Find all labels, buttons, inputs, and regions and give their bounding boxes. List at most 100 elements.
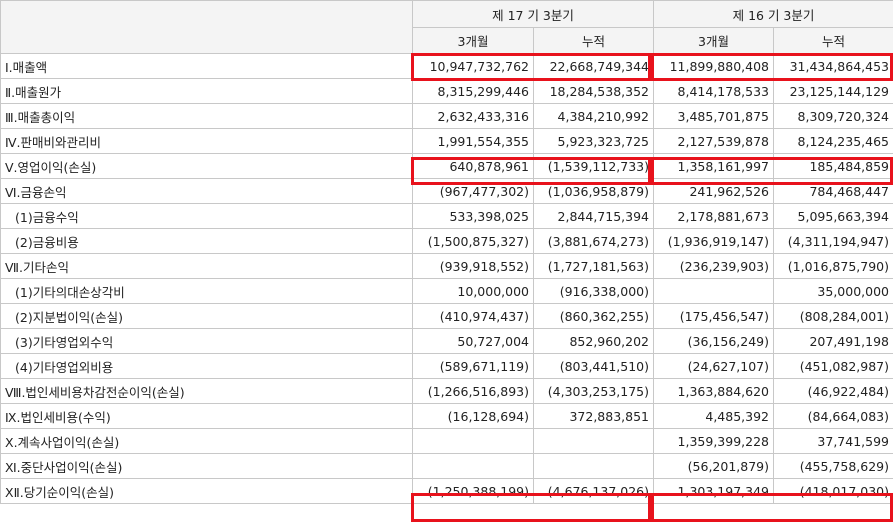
value-current-3months: (1,250,388,199) [412, 478, 534, 504]
value-current-3months: (1,500,875,327) [412, 228, 534, 254]
value-prior-cumulative: 185,484,859 [773, 153, 893, 179]
value-prior-cumulative: 5,095,663,394 [773, 203, 893, 229]
value-prior-cumulative: (451,082,987) [773, 353, 893, 379]
value-prior-3months: 2,178,881,673 [653, 203, 774, 229]
row-label: Ⅳ.판매비와관리비 [0, 128, 413, 154]
value-prior-3months: (236,239,903) [653, 253, 774, 279]
income-statement-table: 제 17 기 3분기 제 16 기 3분기 3개월 누적 3개월 누적 Ⅰ.매출… [0, 0, 893, 504]
value-prior-cumulative: (4,311,194,947) [773, 228, 893, 254]
value-current-cumulative: (860,362,255) [533, 303, 654, 329]
value-current-3months: 533,398,025 [412, 203, 534, 229]
table-row: (2)금융비용 (1,500,875,327) (3,881,674,273) (1,… [0, 228, 893, 254]
value-current-cumulative: 5,923,323,725 [533, 128, 654, 154]
value-prior-cumulative: 8,309,720,324 [773, 103, 893, 129]
row-label: (1)기타의대손상각비 [0, 278, 413, 304]
value-current-cumulative: (3,881,674,273) [533, 228, 654, 254]
table-row: ⅩⅡ.당기순이익(손실) (1,250,388,199) (4,676,137,02… [0, 478, 893, 504]
value-current-cumulative: 852,960,202 [533, 328, 654, 354]
value-prior-3months: (56,201,879) [653, 453, 774, 479]
subheader-current-cumulative: 누적 [533, 27, 654, 54]
value-current-cumulative: (1,727,181,563) [533, 253, 654, 279]
value-prior-3months: 1,358,161,997 [653, 153, 774, 179]
table-row: Ⅲ.매출총이익 2,632,433,316 4,384,210,992 3,485,7… [0, 103, 893, 129]
value-current-3months: 8,315,299,446 [412, 78, 534, 104]
value-prior-cumulative: 35,000,000 [773, 278, 893, 304]
subheader-prior-3months: 3개월 [653, 27, 774, 54]
value-prior-3months: 1,359,399,228 [653, 428, 774, 454]
table-row: Ⅵ.금융손익 (967,477,302) (1,036,958,879) 241,96… [0, 178, 893, 204]
value-prior-cumulative: (455,758,629) [773, 453, 893, 479]
table-row: (1)기타의대손상각비 10,000,000 (916,338,000) 35,000… [0, 278, 893, 304]
value-prior-3months: 1,363,884,620 [653, 378, 774, 404]
value-current-3months: 50,727,004 [412, 328, 534, 354]
value-current-3months: 1,991,554,355 [412, 128, 534, 154]
value-current-cumulative: (1,539,112,733) [533, 153, 654, 179]
value-current-cumulative [533, 453, 654, 479]
value-prior-3months: (1,936,919,147) [653, 228, 774, 254]
value-prior-3months: 3,485,701,875 [653, 103, 774, 129]
value-current-cumulative [533, 428, 654, 454]
table-row: Ⅺ.중단사업이익(손실) (56,201,879) (455,758,629) [0, 453, 893, 479]
value-prior-3months: (36,156,249) [653, 328, 774, 354]
row-label: Ⅱ.매출원가 [0, 78, 413, 104]
value-current-cumulative: 2,844,715,394 [533, 203, 654, 229]
value-current-cumulative: (803,441,510) [533, 353, 654, 379]
row-label: Ⅺ.중단사업이익(손실) [0, 453, 413, 479]
value-prior-cumulative: (418,017,030) [773, 478, 893, 504]
value-current-3months: (16,128,694) [412, 403, 534, 429]
value-prior-cumulative: (46,922,484) [773, 378, 893, 404]
row-label: (4)기타영업외비용 [0, 353, 413, 379]
value-prior-3months: 4,485,392 [653, 403, 774, 429]
table-row: Ⅶ.기타손익 (939,918,552) (1,727,181,563) (236,2… [0, 253, 893, 279]
value-prior-cumulative: (84,664,083) [773, 403, 893, 429]
header-period-prior: 제 16 기 3분기 [653, 0, 893, 28]
table-row: Ⅴ.영업이익(손실) 640,878,961 (1,539,112,733) 1,35… [0, 153, 893, 179]
value-current-cumulative: 4,384,210,992 [533, 103, 654, 129]
table-row: (2)지분법이익(손실) (410,974,437) (860,362,255) (1… [0, 303, 893, 329]
table-row: Ⅰ.매출액 10,947,732,762 22,668,749,344 11,899,… [0, 53, 893, 79]
value-current-3months: 640,878,961 [412, 153, 534, 179]
value-current-3months: (939,918,552) [412, 253, 534, 279]
value-prior-cumulative: 31,434,864,453 [773, 53, 893, 79]
value-current-3months [412, 428, 534, 454]
row-label: Ⅰ.매출액 [0, 53, 413, 79]
value-current-3months: 10,000,000 [412, 278, 534, 304]
value-current-3months: (410,974,437) [412, 303, 534, 329]
value-prior-3months: 8,414,178,533 [653, 78, 774, 104]
table-row: Ⅸ.법인세비용(수익) (16,128,694) 372,883,851 4,485,… [0, 403, 893, 429]
header-blank-cell [0, 0, 413, 54]
row-label: ⅩⅡ.당기순이익(손실) [0, 478, 413, 504]
header-period-current: 제 17 기 3분기 [412, 0, 654, 28]
value-prior-3months: (24,627,107) [653, 353, 774, 379]
header-row-periods: 제 17 기 3분기 제 16 기 3분기 [0, 0, 893, 54]
value-prior-cumulative: 8,124,235,465 [773, 128, 893, 154]
value-prior-3months [653, 278, 774, 304]
value-prior-3months: (175,456,547) [653, 303, 774, 329]
header-row-subheaders: 3개월 누적 3개월 누적 [1, 27, 893, 54]
value-current-cumulative: 22,668,749,344 [533, 53, 654, 79]
subheader-current-3months: 3개월 [412, 27, 534, 54]
table-row: Ⅳ.판매비와관리비 1,991,554,355 5,923,323,725 2,127… [0, 128, 893, 154]
row-label: Ⅶ.기타손익 [0, 253, 413, 279]
value-current-cumulative: (916,338,000) [533, 278, 654, 304]
value-prior-3months: 1,303,197,349 [653, 478, 774, 504]
value-prior-3months: 2,127,539,878 [653, 128, 774, 154]
value-current-cumulative: (4,303,253,175) [533, 378, 654, 404]
value-prior-cumulative: 37,741,599 [773, 428, 893, 454]
table-row: (1)금융수익 533,398,025 2,844,715,394 2,178,881… [0, 203, 893, 229]
row-label: Ⅵ.금융손익 [0, 178, 413, 204]
value-prior-3months: 11,899,880,408 [653, 53, 774, 79]
row-label: (1)금융수익 [0, 203, 413, 229]
value-current-3months: (967,477,302) [412, 178, 534, 204]
row-label: Ⅲ.매출총이익 [0, 103, 413, 129]
row-label: Ⅴ.영업이익(손실) [0, 153, 413, 179]
value-prior-3months: 241,962,526 [653, 178, 774, 204]
row-label: (3)기타영업외수익 [0, 328, 413, 354]
value-current-3months [412, 453, 534, 479]
value-current-3months: (589,671,119) [412, 353, 534, 379]
value-current-3months: 2,632,433,316 [412, 103, 534, 129]
value-prior-cumulative: 23,125,144,129 [773, 78, 893, 104]
value-prior-cumulative: 207,491,198 [773, 328, 893, 354]
table-row: Ⅹ.계속사업이익(손실) 1,359,399,228 37,741,599 [0, 428, 893, 454]
value-current-3months: 10,947,732,762 [412, 53, 534, 79]
